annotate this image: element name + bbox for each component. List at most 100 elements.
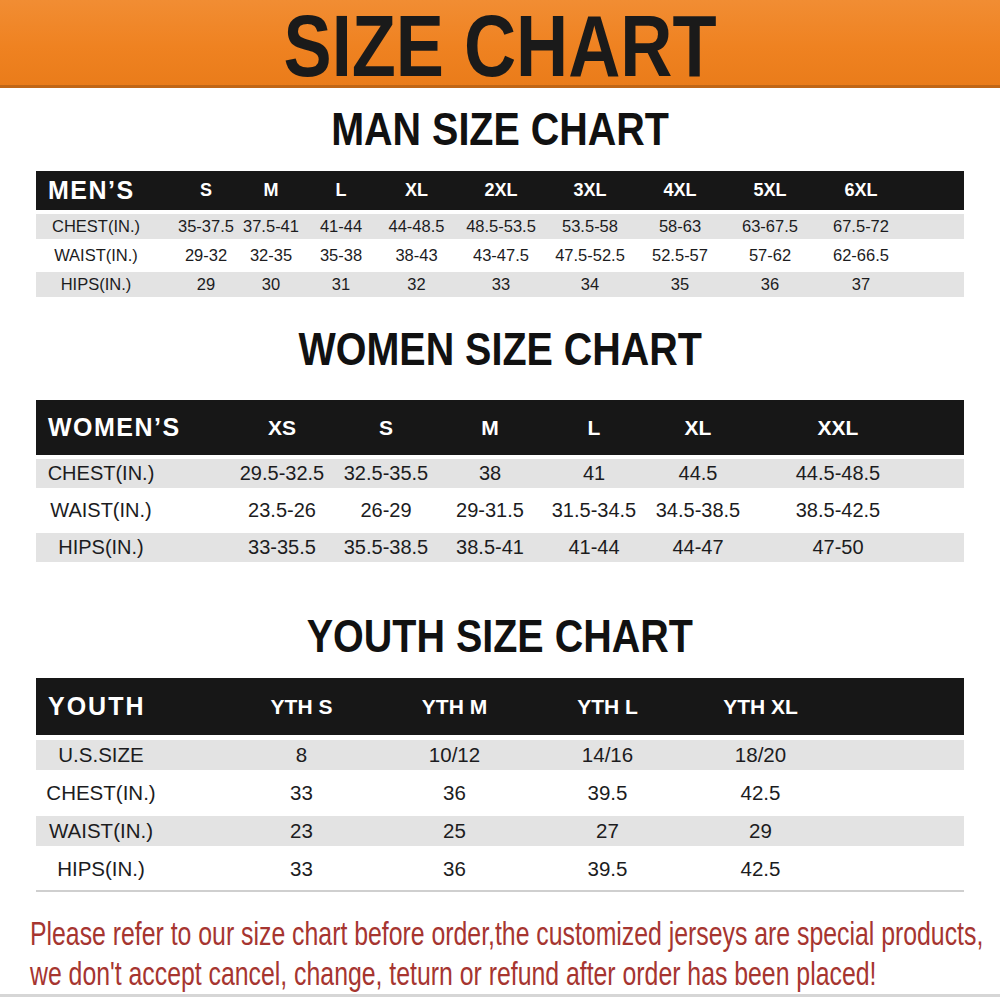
size-chart-page: SIZE CHART MAN SIZE CHARTMEN’SSMLXL2XL3X…: [0, 0, 1000, 1000]
size-header-xl: XL: [646, 416, 750, 440]
size-header-xl: XL: [376, 180, 457, 201]
value-cell: 34.5-38.5: [646, 499, 750, 522]
value-cell: 47-50: [750, 536, 926, 559]
value-cell: 48.5-53.5: [457, 217, 545, 236]
size-header-6xl: 6XL: [815, 180, 907, 201]
section-mens: MAN SIZE CHART MEN’S SMLXL2XL3XL4XL5XL6XL C…: [0, 88, 1000, 301]
size-header-l: L: [306, 180, 376, 201]
table-header-womens: WOMEN’S XSSMLXLXXL: [36, 400, 964, 455]
section-heading-youth: YOUTH SIZE CHART: [307, 612, 693, 658]
section-heading-mens: MAN SIZE CHART: [331, 105, 669, 151]
value-cell: 62-66.5: [815, 246, 907, 265]
size-header-5xl: 5XL: [725, 180, 815, 201]
size-header-yth-xl: YTH XL: [684, 695, 837, 719]
table-header-mens: MEN’S SMLXL2XL3XL4XL5XL6XL: [36, 171, 964, 210]
table-row-youth-waistin: WAIST(IN.) 23252729: [36, 816, 964, 846]
value-cell: 43-47.5: [457, 246, 545, 265]
size-header-3xl: 3XL: [545, 180, 635, 201]
table-row-youth-hipsin: HIPS(IN.) 333639.542.5: [36, 854, 964, 884]
value-cell: 33: [457, 275, 545, 294]
row-label: WAIST(IN.): [36, 246, 156, 265]
value-cell: 23: [225, 819, 378, 843]
banner: SIZE CHART: [0, 0, 1000, 88]
bottom-edge-line: [0, 994, 1000, 997]
size-header-s: S: [176, 180, 236, 201]
row-label: HIPS(IN.): [36, 275, 156, 294]
table-row-womens-hipsin: HIPS(IN.)33-35.535.5-38.538.5-4141-4444-…: [36, 533, 964, 562]
size-header-xxl: XXL: [750, 416, 926, 440]
value-cell: 14/16: [531, 743, 684, 767]
size-chart-sections: MAN SIZE CHARTMEN’SSMLXL2XL3XL4XL5XL6XLC…: [0, 88, 1000, 892]
value-cell: 30: [236, 275, 306, 294]
value-cell: 52.5-57: [635, 246, 725, 265]
value-cell: 36: [725, 275, 815, 294]
value-cell: 42.5: [684, 857, 837, 881]
row-label: WAIST(IN.): [36, 819, 166, 843]
group-label-mens: MEN’S: [36, 176, 156, 205]
table-row-youth-chestin: CHEST(IN.)333639.542.5: [36, 778, 964, 808]
size-header-yth-m: YTH M: [378, 695, 531, 719]
value-cell: 32: [376, 275, 457, 294]
size-header-xs: XS: [230, 416, 334, 440]
value-cell: 23.5-26: [230, 499, 334, 522]
row-label: CHEST(IN.): [36, 781, 166, 805]
size-header-l: L: [542, 416, 646, 440]
size-header-m: M: [236, 180, 306, 201]
value-cell: 31: [306, 275, 376, 294]
value-cell: 35-37.5: [176, 217, 236, 236]
table-row-mens-hipsin: HIPS(IN.)293031323334353637: [36, 272, 964, 297]
size-header-4xl: 4XL: [635, 180, 725, 201]
value-cell: 35-38: [306, 246, 376, 265]
row-label: HIPS(IN.): [36, 857, 166, 881]
value-cell: 27: [531, 819, 684, 843]
size-header-2xl: 2XL: [457, 180, 545, 201]
value-cell: 41: [542, 462, 646, 485]
value-cell: 26-29: [334, 499, 438, 522]
value-cell: 44-48.5: [376, 217, 457, 236]
table-header-youth: YOUTH YTH SYTH MYTH LYTH XL: [36, 678, 964, 735]
value-cell: 25: [378, 819, 531, 843]
value-cell: 67.5-72: [815, 217, 907, 236]
value-cell: 10/12: [378, 743, 531, 767]
table-row-mens-waistin: WAIST(IN.)29-3232-3535-3838-4343-47.547.…: [36, 243, 964, 268]
value-cell: 42.5: [684, 781, 837, 805]
value-cell: 44.5: [646, 462, 750, 485]
size-header-yth-l: YTH L: [531, 695, 684, 719]
group-label-womens: WOMEN’S: [36, 413, 166, 442]
value-cell: 34: [545, 275, 635, 294]
value-cell: 33: [225, 781, 378, 805]
size-header-m: M: [438, 416, 542, 440]
value-cell: 39.5: [531, 781, 684, 805]
table-row-youth-ussize: U.S.SIZE810/1214/1618/20: [36, 740, 964, 770]
value-cell: 29: [684, 819, 837, 843]
footer-line-2: we don't accept cancel, change, teturn o…: [30, 953, 738, 993]
value-cell: 35: [635, 275, 725, 294]
size-header-s: S: [334, 416, 438, 440]
group-label-youth: YOUTH: [36, 692, 166, 721]
size-header-yth-s: YTH S: [225, 695, 378, 719]
banner-title: SIZE CHART: [284, 0, 717, 97]
value-cell: 32.5-35.5: [334, 462, 438, 485]
value-cell: 39.5: [531, 857, 684, 881]
value-cell: 53.5-58: [545, 217, 635, 236]
row-label: U.S.SIZE: [36, 743, 166, 767]
value-cell: 44.5-48.5: [750, 462, 926, 485]
value-cell: 58-63: [635, 217, 725, 236]
value-cell: 18/20: [684, 743, 837, 767]
table-row-womens-waistin: WAIST(IN.)23.5-2626-2929-31.531.5-34.534…: [36, 496, 964, 525]
value-cell: 33: [225, 857, 378, 881]
value-cell: 35.5-38.5: [334, 536, 438, 559]
value-cell: 38-43: [376, 246, 457, 265]
value-cell: 29: [176, 275, 236, 294]
row-label: HIPS(IN.): [36, 536, 166, 559]
value-cell: 33-35.5: [230, 536, 334, 559]
table-row-womens-chestin: CHEST(IN.)29.5-32.532.5-35.5384144.544.5…: [36, 459, 964, 488]
section-youth: YOUTH SIZE CHART YOUTH YTH SYTH MYTH LYTH …: [0, 570, 1000, 892]
value-cell: 32-35: [236, 246, 306, 265]
value-cell: 41-44: [306, 217, 376, 236]
footer-line-1: Please refer to our size chart before or…: [30, 913, 738, 953]
row-label: CHEST(IN.): [36, 217, 156, 236]
value-cell: 36: [378, 857, 531, 881]
table-bottom-border: [36, 890, 964, 892]
value-cell: 38: [438, 462, 542, 485]
